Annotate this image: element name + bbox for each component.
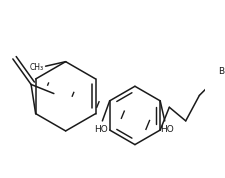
- Text: CH₃: CH₃: [30, 63, 44, 72]
- Text: Br: Br: [218, 67, 225, 76]
- Text: HO: HO: [94, 125, 107, 134]
- Text: HO: HO: [160, 125, 173, 134]
